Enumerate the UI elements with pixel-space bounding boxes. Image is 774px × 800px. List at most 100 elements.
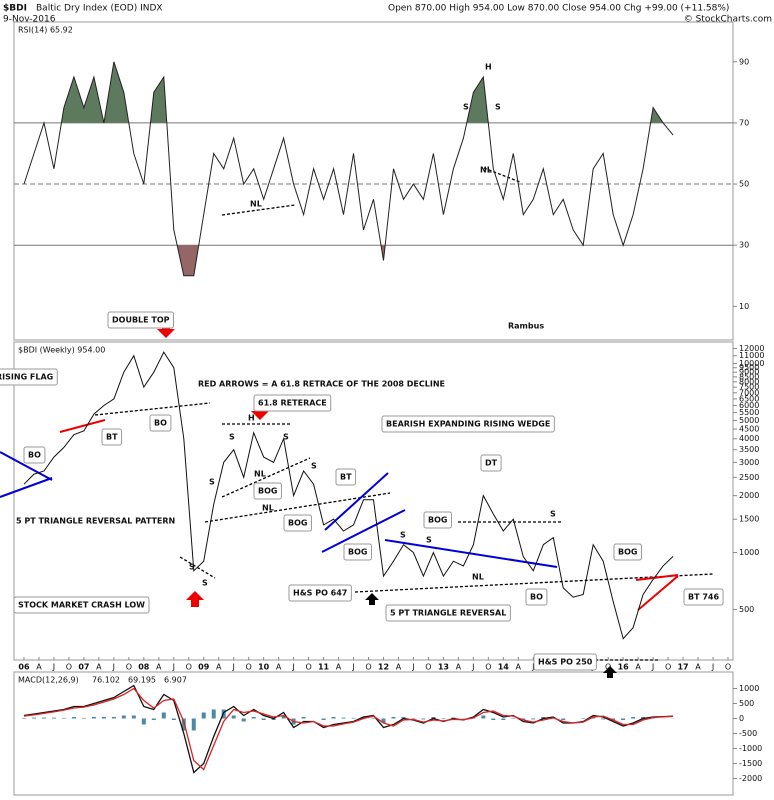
histogram-bar [241,718,246,722]
y-tick-label: 2500 [739,473,759,482]
y-tick-label: 1000 [739,684,759,693]
y-tick-label: 3500 [739,445,759,454]
red-arrow [157,322,175,338]
y-tick-label: 30 [739,241,749,250]
histogram-bar [401,717,406,719]
y-tick-label: 3000 [739,458,759,467]
x-tick-label: 08 [138,663,150,672]
annotation: Rambus [508,322,544,331]
x-tick-label: 14 [498,663,510,672]
arrows [157,322,617,678]
x-tick-label: 12 [378,663,389,672]
x-tick-label: O [425,663,431,672]
y-tick-label: 11000 [739,351,764,360]
x-tick-label: 09 [198,663,210,672]
histogram-bar [601,718,606,720]
annotation: BOG [348,548,367,557]
histogram-bar [71,717,76,719]
annotation-box [533,653,597,671]
annotation-box [253,482,282,500]
histogram-bar [371,717,376,719]
histogram-bar [631,717,636,719]
annotation: H [485,63,492,72]
annotation: BOG [428,516,447,525]
y-tick-label: 6000 [739,401,759,410]
y-tick-label: 70 [739,118,749,127]
histogram-bar [431,717,436,719]
histogram-bar [481,715,486,719]
annotation-box [525,588,548,606]
y-tick-label: -1000 [739,744,762,753]
black-arrow [603,666,617,678]
x-tick-label: 17 [677,663,688,672]
x-tick-label: 11 [318,663,330,672]
histogram-bar [421,718,426,720]
histogram-bar [541,717,546,719]
annotation-box [283,514,312,532]
y-tick-label: 6500 [739,394,759,403]
x-tick-label: A [336,663,342,672]
x-tick-label: 07 [78,663,89,672]
trendline [221,457,311,498]
histogram-bar [91,717,96,719]
annotation: S [495,103,501,112]
panel-title: $BDI (Weekly) 954.00 [18,346,105,355]
annotation-box [381,415,555,433]
x-tick-label: O [186,663,192,672]
histogram-bar [161,712,166,719]
annotation-box [253,394,332,412]
y-tick-label: 1000 [739,548,759,557]
x-tick-label: O [665,663,671,672]
annotation: BOG [618,548,637,557]
histogram-bar [341,717,346,719]
red-arrow [251,404,269,420]
x-tick-label: A [276,663,282,672]
y-tick-label: 9000 [739,368,759,377]
rsi-frame [13,21,734,341]
series-line [23,351,674,640]
trendline [59,419,106,433]
x-tick-label: O [305,663,311,672]
histogram-bar [391,717,396,719]
annotation: S [400,531,406,540]
x-tick-label: A [216,663,222,672]
annotation: NL [472,573,484,582]
y-tick-label: 500 [739,699,754,708]
date: 9-Nov-2016 [3,15,56,25]
trendline [221,204,296,216]
annotation: BT [340,473,352,482]
y-tick-label: 12000 [739,344,764,353]
histogram-bar [321,718,326,720]
y-tick-label: 8000 [739,377,759,386]
x-tick-label: J [471,663,474,672]
annotation: BEARISH EXPANDING RISING WEDGE [386,420,550,429]
y-tick-label: 4000 [739,434,759,443]
annotation: RED ARROWS = A 61.8 RETRACE OF THE 2008 … [198,380,445,389]
histogram-bar [211,709,216,719]
x-tick-label: O [246,663,252,672]
histogram-bar [41,717,46,719]
trendline [94,402,211,416]
annotation: S [202,579,208,588]
histogram-bar [181,718,186,731]
annotation: BT 746 [688,593,719,602]
annotation: NL [250,200,262,209]
annotation: 5 PT TRIANGLE REVERSAL [390,609,506,618]
histogram-bar [131,715,136,719]
histogram-bar [301,717,306,719]
x-tick-label: O [365,663,371,672]
annotation: S [463,103,469,112]
annotation: S [283,433,289,442]
annotation-box [385,604,511,622]
x-tick-label: A [96,663,102,672]
histogram-bar [81,717,86,719]
x-tick-label: J [411,663,414,672]
x-tick-label: J [52,663,55,672]
annotation: BT [106,433,118,442]
x-tick-label: J [172,663,175,672]
annotation: RISING FLAG [0,373,53,382]
histogram-bar [621,718,626,720]
annotation-box [107,311,175,329]
x-tick-label: A [36,663,42,672]
